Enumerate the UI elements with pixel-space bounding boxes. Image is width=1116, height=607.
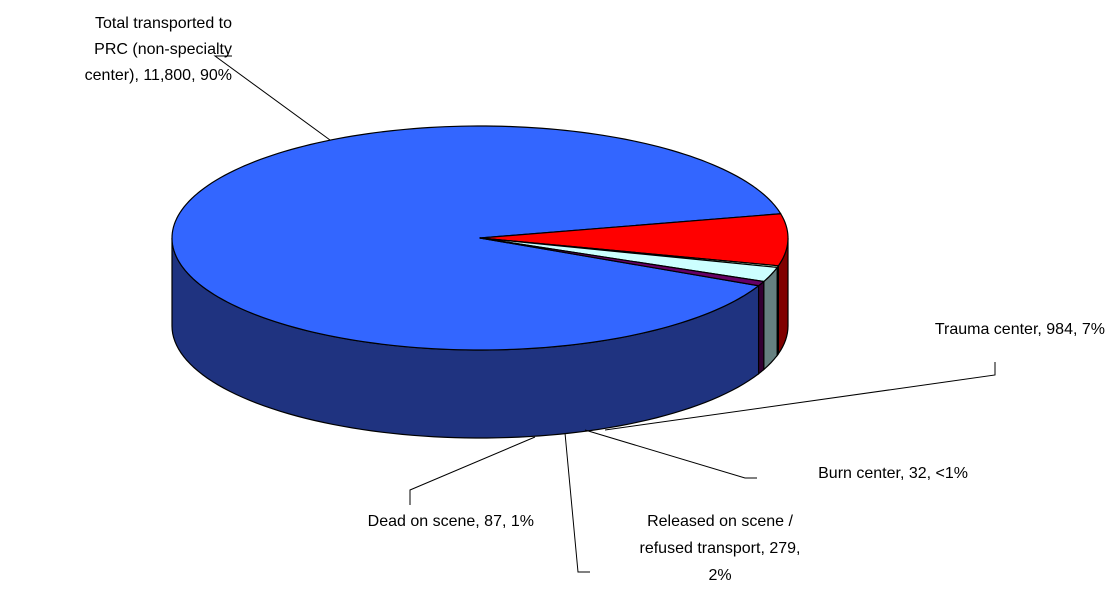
leader-line-burn-center [584, 429, 757, 479]
slice-label-line: PRC (non-specialty [94, 41, 232, 58]
slice-side-dead-on-scene [757, 280, 765, 376]
slice-top-trauma-center [479, 213, 789, 267]
slice-label-burn-center: Burn center, 32, <1% [818, 465, 968, 482]
leader-line-dead-on-scene [409, 436, 536, 505]
slice-labels: Total transported to PRC (non-specialty ce… [85, 15, 1105, 584]
slice-label-line: center), 11,800, 90% [85, 67, 232, 84]
slice-label-line: 2% [708, 567, 731, 584]
slice-label-line: Dead on scene, 87, 1% [368, 513, 534, 530]
pie-sides [171, 237, 789, 439]
slice-label-dead-on-scene: Dead on scene, 87, 1% [368, 513, 534, 530]
slice-label-trauma-center: Trauma center, 984, 7% [935, 321, 1105, 338]
slice-label-line: Trauma center, 984, 7% [935, 321, 1105, 338]
slice-side-released-on-scene-refused-transport [763, 265, 778, 371]
slice-label-line: Burn center, 32, <1% [818, 465, 968, 482]
slice-label-line: Total transported to [95, 15, 232, 32]
slice-label-total-transported-to-prc-non-specialty-center: Total transported to PRC (non-specialty ce… [85, 15, 232, 84]
slice-label-line: refused transport, 279, [640, 540, 801, 557]
leader-line-total-transported-to-prc-non-specialty-center [213, 55, 331, 141]
slice-top-total-transported-to-prc-non-specialty-center [171, 125, 782, 351]
leader-lines [213, 55, 996, 573]
slice-label-line: Released on scene / [647, 513, 793, 530]
leader-line-released-on-scene-refused-transport [564, 432, 590, 573]
pie-tops [171, 125, 789, 351]
slice-label-released-on-scene-refused-transport: Released on scene / refused transport, 27… [640, 513, 801, 584]
slice-top-dead-on-scene [479, 237, 765, 287]
leader-line-trauma-center [604, 362, 996, 431]
